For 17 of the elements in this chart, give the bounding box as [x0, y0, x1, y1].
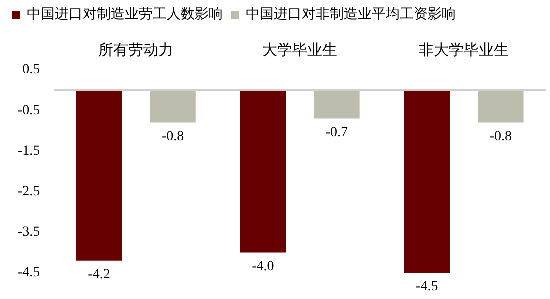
- y-tick-label: 0.5: [22, 62, 40, 78]
- data-label: -4.5: [416, 280, 438, 295]
- y-tick-label: -4.5: [18, 266, 40, 281]
- x-tick-label: 所有劳动力: [98, 42, 174, 59]
- legend-label: 中国进口对制造业劳工人数影响: [27, 6, 223, 23]
- data-label: -0.8: [162, 129, 184, 144]
- y-tick-label: -3.5: [18, 225, 40, 240]
- data-label: -0.7: [326, 125, 348, 140]
- x-tick-label: 大学毕业生: [262, 42, 338, 59]
- y-tick-label: -2.5: [18, 184, 40, 200]
- data-label: -4.0: [252, 259, 274, 274]
- legend-label: 中国进口对非制造业平均工资影响: [246, 6, 456, 23]
- data-label: -4.2: [88, 267, 110, 282]
- x-tick-label: 非大学毕业生: [419, 42, 510, 59]
- y-tick-label: -1.5: [18, 144, 40, 159]
- data-label: -0.8: [490, 129, 512, 144]
- y-tick-label: -0.5: [18, 103, 40, 118]
